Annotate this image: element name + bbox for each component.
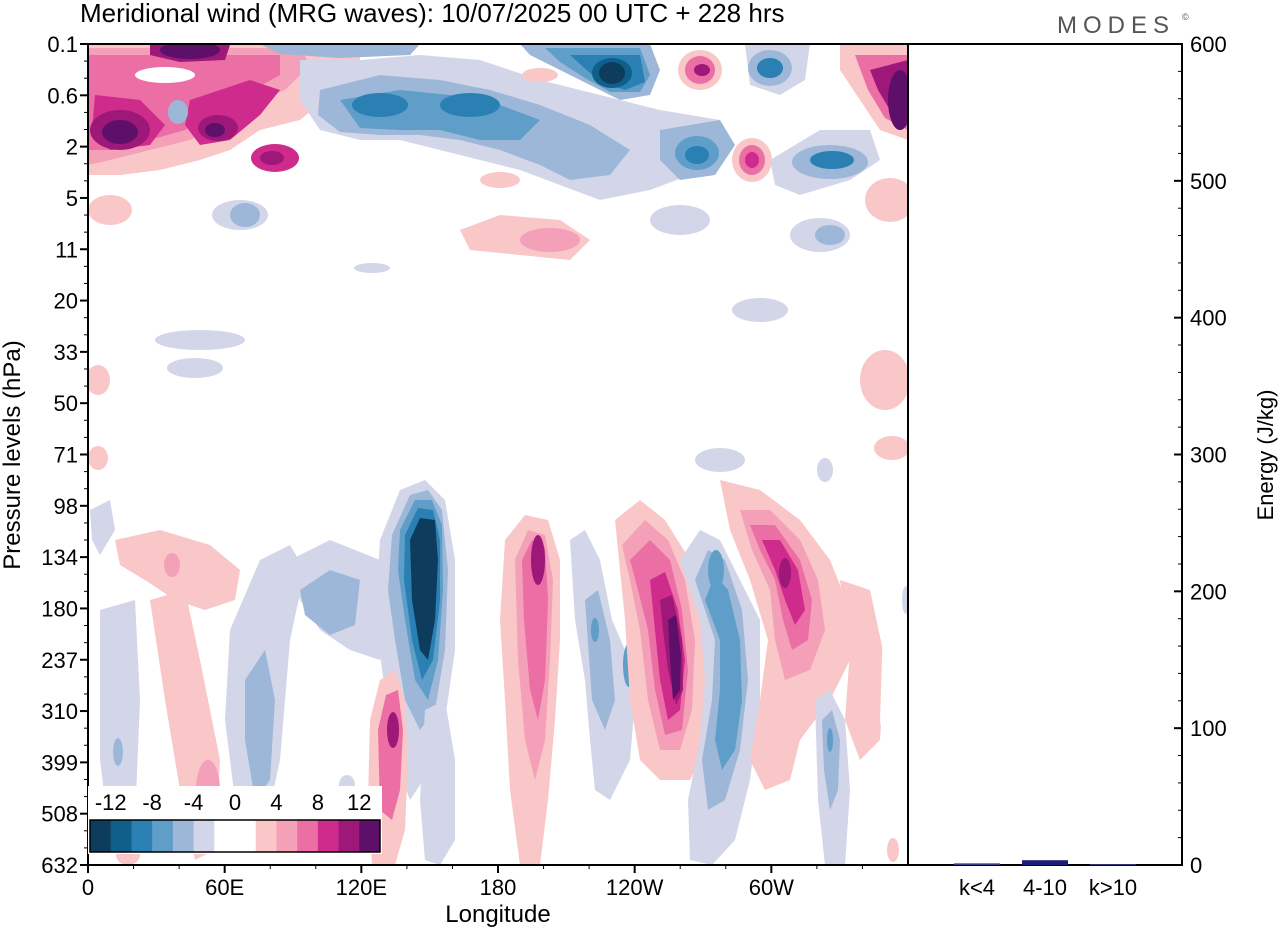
energy-tick-label: 300 <box>1190 443 1227 468</box>
energy-bar <box>1090 864 1136 866</box>
energy-axis-title: Energy (J/kg) <box>1253 390 1278 521</box>
y-tick-label: 11 <box>55 237 78 262</box>
y-tick-label: 5 <box>66 186 78 211</box>
contour-tropo-blue-cell-115W <box>680 530 760 865</box>
x-tick-label: 120E <box>336 875 387 900</box>
energy-bar <box>1022 860 1068 865</box>
y-axis-left: 0.1 0.6 2 5 11 20 33 50 71 98 134 180 237 310 399 508 63… <box>41 32 88 878</box>
colorbar-swatch <box>172 820 195 852</box>
y-tick-label: 2 <box>66 135 78 160</box>
colorbar-frame <box>89 819 381 853</box>
x-axis-title: Longitude <box>445 901 550 928</box>
energy-tick-label: 500 <box>1190 169 1227 194</box>
energy-tick-label: 200 <box>1190 579 1227 604</box>
brand-copyright-mark: © <box>1182 12 1189 22</box>
y-tick-label: 508 <box>41 802 78 827</box>
energy-tick-label: 0 <box>1190 853 1202 878</box>
chart-title: Meridional wind (MRG waves): 10/07/2025 … <box>80 0 785 28</box>
y-tick-label: 180 <box>41 596 78 621</box>
y-tick-label: 632 <box>41 853 78 878</box>
contour-mid-weak-patches <box>88 200 908 482</box>
y-tick-label: 134 <box>41 545 78 570</box>
colorbar-swatch <box>131 820 153 852</box>
energy-panel: k<4 4-10 k>10 0 100 200 300 400 500 600 <box>907 32 1227 900</box>
energy-bar <box>954 863 1000 865</box>
contour-tropo-left-weak <box>90 500 390 865</box>
colorbar-swatch <box>317 820 340 852</box>
contour-tropo-pink-cell-190 <box>500 515 560 865</box>
x-axis: 0 60E 120E 180 120W 60W <box>82 865 863 900</box>
colorbar-swatch <box>297 820 319 852</box>
y-tick-label: 71 <box>54 443 78 468</box>
colorbar-label: -12 <box>95 790 127 815</box>
x-tick-label: 60E <box>205 875 244 900</box>
colorbar-swatch <box>214 820 236 852</box>
y-tick-label: 0.1 <box>47 32 78 57</box>
colorbar-label: 0 <box>229 790 241 815</box>
y-axis-title: Pressure levels (hPa) <box>0 340 26 569</box>
contour-upper-magenta-band <box>88 44 360 175</box>
contour-upper-blue-band <box>260 44 880 322</box>
energy-tick-label: 400 <box>1190 306 1227 331</box>
x-tick-label: 120W <box>606 875 664 900</box>
colorbar-swatch <box>338 820 360 852</box>
colorbar-swatch <box>235 820 257 852</box>
colorbar-swatch <box>110 820 132 852</box>
colorbar-label: 12 <box>347 790 371 815</box>
y-tick-label: 20 <box>54 289 78 314</box>
colorbar-label: 8 <box>312 790 324 815</box>
x-tick-label: 180 <box>480 875 517 900</box>
colorbar-swatch <box>152 820 174 852</box>
colorbar-label: 4 <box>270 790 282 815</box>
y-tick-label: 237 <box>41 648 78 673</box>
y-tick-label: 399 <box>41 750 78 775</box>
energy-category-label: k<4 <box>959 875 995 900</box>
contour-tropo-pink-cell-130E <box>368 670 408 865</box>
energy-category-label: k>10 <box>1089 875 1137 900</box>
x-tick-label: 0 <box>82 875 94 900</box>
y-tick-label: 98 <box>54 494 78 519</box>
colorbar-swatch <box>193 820 215 852</box>
colorbar-swatch <box>276 820 298 852</box>
contour-tropo-pink-cell-135W <box>615 500 705 780</box>
colorbar: -12 -8 -4 0 4 8 12 <box>88 786 382 854</box>
brand-logo: MODES <box>1057 12 1175 39</box>
y-tick-label: 310 <box>41 699 78 724</box>
colorbar-swatch <box>255 820 277 852</box>
y-tick-label: 50 <box>54 391 78 416</box>
colorbar-swatch <box>359 820 381 852</box>
y-tick-label: 33 <box>54 340 78 365</box>
y-tick-label: 0.6 <box>47 83 78 108</box>
x-tick-label: 60W <box>749 875 794 900</box>
energy-category-label: 4-10 <box>1023 875 1067 900</box>
colorbar-label: -4 <box>184 790 204 815</box>
energy-tick-label: 600 <box>1190 32 1227 57</box>
energy-tick-label: 100 <box>1190 716 1227 741</box>
contour-upper-pink-spots <box>88 44 908 260</box>
colorbar-swatch <box>90 820 112 852</box>
colorbar-label: -8 <box>142 790 162 815</box>
contour-tropo-blue-cell-70W <box>815 540 908 865</box>
contour-panel <box>87 43 909 866</box>
